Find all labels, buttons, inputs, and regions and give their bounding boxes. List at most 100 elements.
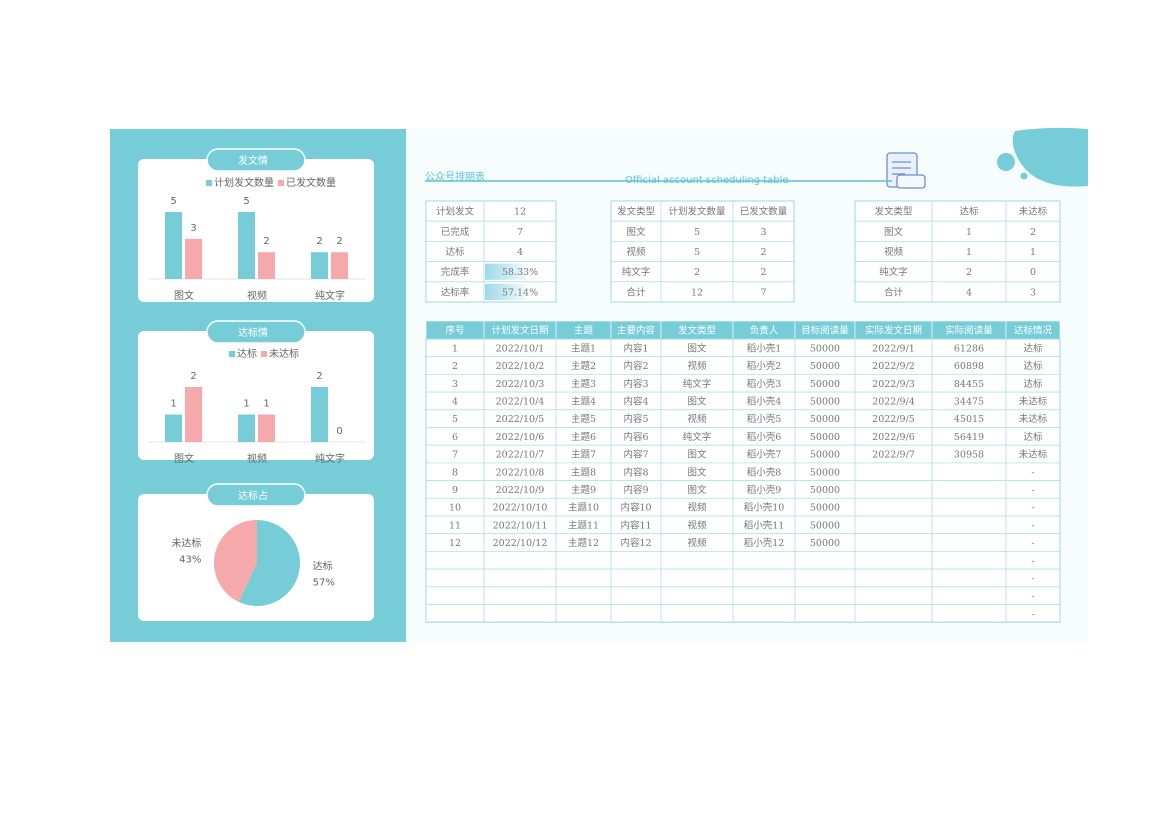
table-cell [732, 551, 796, 570]
cell-text: 1 [1030, 247, 1036, 258]
table-cell [483, 551, 557, 570]
chart-title: 发文情 [238, 154, 268, 167]
cell-text: 1 [452, 343, 458, 354]
cell-text: 50000 [810, 538, 840, 549]
table-cell [732, 568, 796, 588]
cell-text: 57.14% [502, 287, 538, 298]
table-cell [794, 568, 856, 588]
table-cell [931, 480, 1007, 499]
bar [165, 212, 182, 279]
legend-label: 已发文数量 [286, 176, 336, 189]
cell-text: 2022/10/9 [496, 485, 545, 496]
data-label: 1 [170, 399, 176, 410]
cell-text: 图文 [687, 484, 707, 496]
column-header: 计划发文日期 [491, 325, 548, 337]
table-cell [854, 568, 933, 588]
cell-text: 主题1 [571, 342, 596, 354]
cell-text: 主题8 [571, 466, 596, 478]
cell-text: 3 [452, 379, 458, 390]
cell-text: - [1031, 573, 1034, 584]
cell-text: 4 [517, 247, 523, 258]
cell-text: 7 [517, 227, 523, 238]
cell-text: 完成率 [441, 266, 470, 278]
cell-text: - [1031, 485, 1034, 496]
table-cell [931, 568, 1007, 588]
cell-text: 稻小壳12 [744, 537, 785, 549]
data-label: 2 [190, 371, 196, 382]
cell-text: 84455 [954, 379, 984, 390]
cell-text: 主题4 [571, 395, 596, 407]
column-header: 实际阅读量 [945, 325, 993, 337]
cell-text: 50000 [810, 503, 840, 514]
cell-text: 2022/10/12 [493, 538, 548, 549]
cell-text: 0 [1030, 267, 1036, 278]
data-label: 2 [316, 371, 322, 382]
cell-text: 2022/10/3 [496, 379, 545, 390]
column-header: 负责人 [750, 325, 779, 337]
pie-slice [213, 520, 257, 602]
table-cell [931, 462, 1007, 481]
data-label: 0 [336, 426, 342, 437]
table-cell [555, 586, 612, 605]
x-tick-label: 图文 [174, 289, 194, 302]
cell-text: 4 [966, 287, 972, 298]
table-cell [794, 551, 856, 570]
data-label: 5 [170, 196, 176, 207]
cell-text: 内容8 [623, 466, 648, 478]
cell-text: 图文 [687, 395, 707, 407]
cell-text: 达标 [1023, 360, 1043, 372]
cell-text: 稻小壳8 [747, 466, 782, 478]
cell-text: 12 [514, 207, 526, 218]
cell-text: 2022/10/11 [493, 520, 548, 531]
bar [238, 414, 255, 442]
data-label: 1 [263, 399, 269, 410]
bar [331, 252, 348, 279]
cell-text: 纯文字 [879, 266, 908, 278]
cell-text: 视频 [687, 360, 707, 372]
cell-text: 达标 [1023, 378, 1043, 390]
cell-text: 50000 [810, 450, 840, 461]
cell-text: 稻小壳5 [747, 413, 782, 425]
cell-text: 2022/10/7 [496, 450, 545, 461]
cell-text: 6 [452, 432, 458, 443]
bar [311, 387, 328, 442]
cell-text: 34475 [954, 396, 984, 407]
table-cell [483, 586, 557, 605]
cell-text: 稻小壳4 [747, 395, 782, 407]
cell-text: 内容9 [623, 484, 648, 496]
cell-text: 稻小壳6 [747, 431, 782, 443]
cell-text: 2022/9/5 [872, 414, 915, 425]
cell-text: 稻小壳9 [747, 484, 782, 496]
cell-text: 内容4 [623, 395, 648, 407]
decor-blob [1012, 127, 1088, 187]
cell-text: 2022/10/2 [496, 361, 545, 372]
cell-text: 12 [691, 287, 703, 298]
cell-text: 5 [694, 227, 700, 238]
cell-text: 50000 [810, 520, 840, 531]
cell-text: 2022/10/4 [496, 396, 545, 407]
table-cell [854, 533, 933, 552]
bar [238, 212, 255, 279]
table-cell [425, 568, 485, 588]
cell-text: 主题2 [571, 360, 596, 372]
cell-text: 稻小壳2 [747, 360, 782, 372]
table-cell [660, 551, 734, 570]
table-cell [931, 515, 1007, 535]
bar [165, 414, 182, 442]
column-header: 目标阅读量 [801, 325, 849, 337]
cell-text: 主题7 [571, 449, 596, 461]
cell-text: 主题6 [571, 431, 596, 443]
table-cell [931, 533, 1007, 552]
cell-text: - [1031, 556, 1034, 567]
cell-text: 3 [1030, 287, 1036, 298]
cell-text: 2022/10/8 [496, 467, 545, 478]
x-tick-label: 视频 [247, 289, 267, 302]
cell-text: 稻小壳11 [744, 519, 785, 531]
table-cell [931, 586, 1007, 605]
cell-text: 视频 [884, 246, 904, 258]
cell-text: 图文 [884, 226, 904, 238]
table-cell [610, 568, 662, 588]
cell-text: 主题12 [568, 537, 599, 549]
table-cell [425, 551, 485, 570]
